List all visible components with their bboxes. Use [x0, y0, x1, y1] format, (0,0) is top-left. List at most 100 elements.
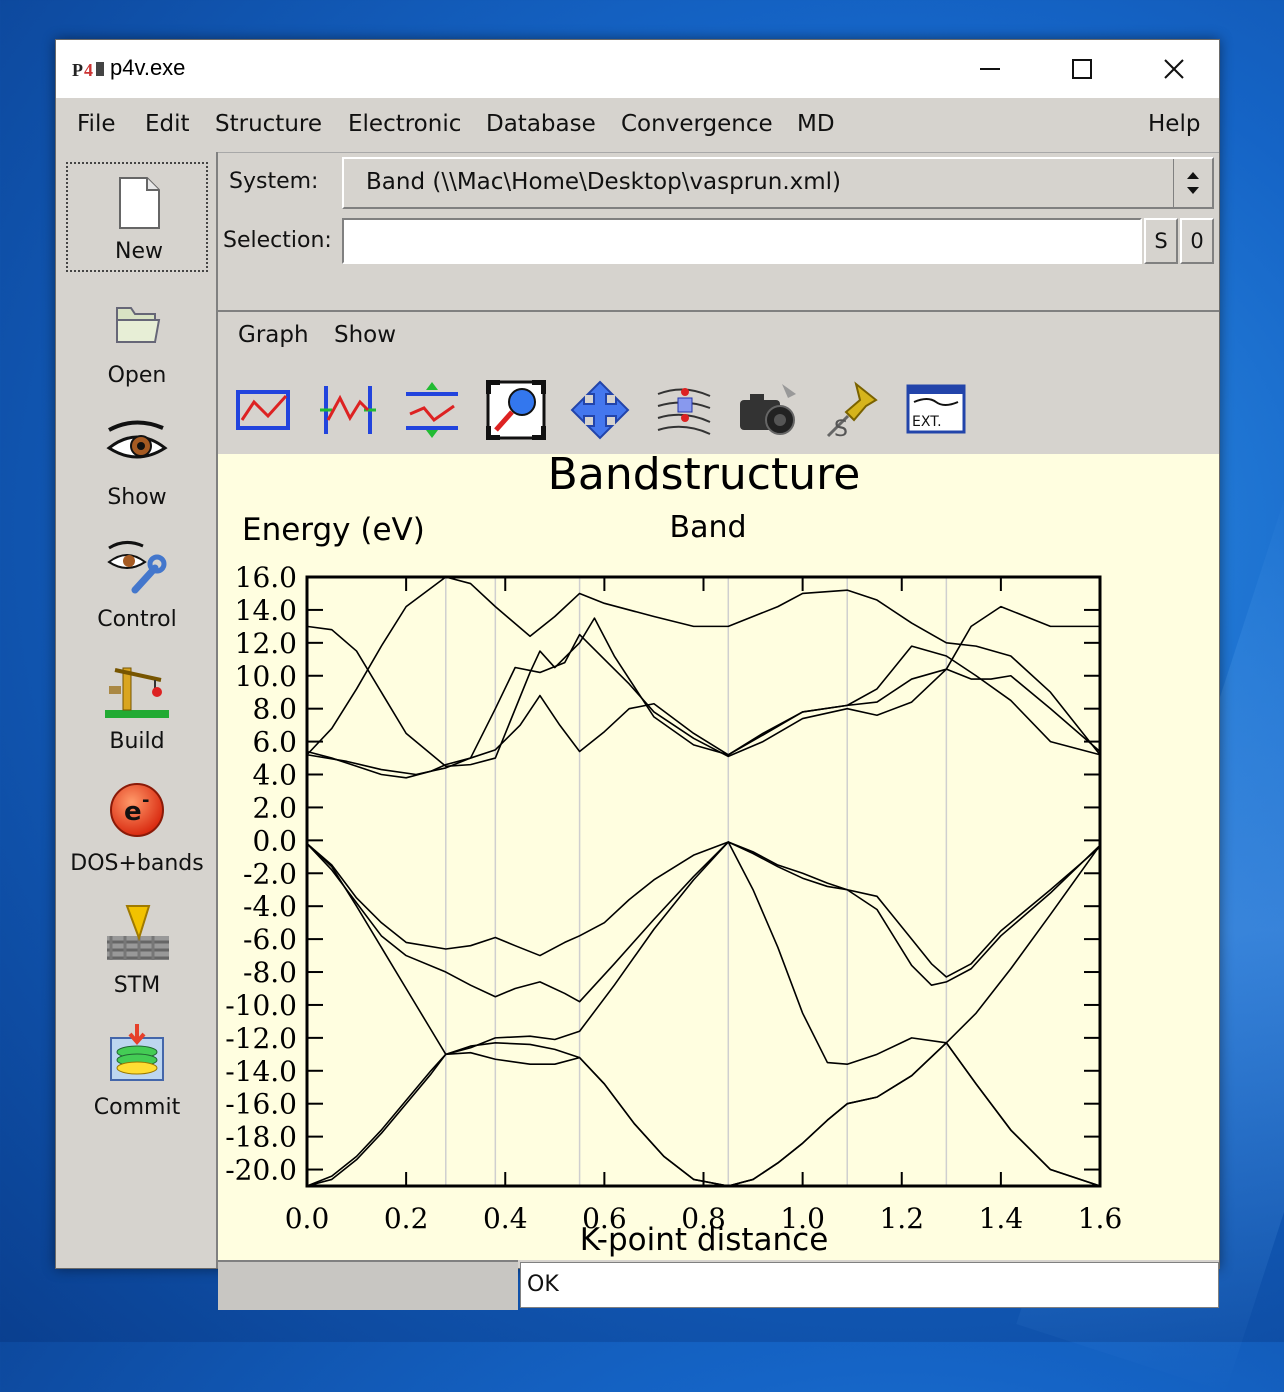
axis-ticks: [306, 576, 1101, 1186]
y-tick-label: -10.0: [225, 989, 297, 1022]
database-commit-icon: [110, 1024, 164, 1081]
level-selector-icon[interactable]: [654, 380, 714, 440]
x-tick-label: 0.8: [681, 1202, 726, 1235]
menu-database[interactable]: Database: [486, 111, 596, 137]
sidebar-item-label: DOS+bands: [70, 851, 204, 876]
menu-edit[interactable]: Edit: [145, 111, 190, 137]
y-tick-label: 2.0: [252, 791, 297, 824]
y-axis-label: Energy (eV): [242, 512, 425, 548]
crane-icon: [105, 667, 169, 718]
graph-frame-icon[interactable]: [234, 380, 294, 440]
menu-structure[interactable]: Structure: [215, 111, 322, 137]
svg-text:e: e: [124, 797, 142, 827]
band-series-group: [306, 576, 1101, 1187]
sidebar-item-build[interactable]: Build: [66, 650, 208, 760]
sidebar-item-label: New: [115, 239, 163, 264]
selection-s-button[interactable]: S: [1144, 218, 1178, 264]
maximize-button[interactable]: [1036, 40, 1128, 98]
close-icon: [1164, 59, 1184, 79]
svg-text:S: S: [834, 417, 848, 440]
maximize-icon: [1072, 59, 1092, 79]
menu-electronic[interactable]: Electronic: [348, 111, 462, 137]
y-tick-label: 4.0: [252, 759, 297, 792]
menu-md[interactable]: MD: [797, 111, 835, 137]
title-bar[interactable]: P 4 p4v.exe: [56, 40, 1219, 98]
chart-subtitle: Band: [669, 510, 746, 545]
y-tick-label: -2.0: [243, 857, 297, 890]
band-line-4: [306, 645, 1101, 776]
sidebar-item-new[interactable]: New: [66, 162, 208, 272]
left-toolbar: New Open Show: [56, 152, 218, 1268]
band-line-7: [306, 841, 1101, 1066]
sidebar-item-control[interactable]: Control: [66, 528, 208, 638]
system-select[interactable]: Band (\\Mac\Home\Desktop\vasprun.xml): [342, 157, 1214, 209]
y-tick-label: 10.0: [235, 660, 297, 693]
stm-tip-icon: [107, 905, 169, 960]
sidebar-item-label: Show: [107, 485, 167, 510]
menu-convergence[interactable]: Convergence: [621, 111, 773, 137]
x-tick-label: 0.2: [384, 1202, 429, 1235]
status-left-panel: [218, 1260, 518, 1310]
main-pane: System: Band (\\Mac\Home\Desktop\vasprun…: [218, 152, 1219, 1310]
svg-text:4: 4: [84, 60, 93, 80]
svg-text:P: P: [72, 60, 83, 80]
menu-show[interactable]: Show: [334, 322, 397, 348]
ext-window-icon[interactable]: EXT.: [906, 380, 966, 440]
x-tick-label: 0.4: [483, 1202, 528, 1235]
y-tick-label: 0.0: [252, 824, 297, 857]
y-tick-label: -12.0: [225, 1022, 297, 1055]
y-tick-label: -4.0: [243, 890, 297, 923]
y-tick-label: -18.0: [225, 1121, 297, 1154]
system-value: Band (\\Mac\Home\Desktop\vasprun.xml): [366, 169, 842, 195]
x-tick-label: 1.2: [879, 1202, 924, 1235]
sidebar-item-open[interactable]: Open: [66, 284, 208, 394]
graph-menu-bar: Graph Show: [218, 310, 1219, 366]
band-shift-icon[interactable]: [402, 380, 462, 440]
band-chart-svg[interactable]: 16.014.012.010.08.06.04.02.00.0-2.0-4.0-…: [218, 449, 1219, 1260]
close-button[interactable]: [1128, 40, 1220, 98]
y-tick-label: 12.0: [235, 627, 297, 660]
band-markers-icon[interactable]: [318, 380, 378, 440]
menu-graph[interactable]: Graph: [238, 322, 309, 348]
selection-zero-button[interactable]: 0: [1180, 218, 1214, 264]
x-tick-label: 1.0: [780, 1202, 825, 1235]
y-tick-label: -8.0: [243, 956, 297, 989]
status-text: OK: [527, 1272, 559, 1297]
band-line-2: [306, 617, 1101, 768]
sidebar-item-dos-bands[interactable]: e - DOS+bands: [66, 772, 208, 882]
window-title: p4v.exe: [110, 55, 186, 80]
graph-toolbar: S EXT.: [218, 362, 1219, 456]
system-spinner[interactable]: [1173, 159, 1212, 207]
sidebar-item-stm[interactable]: STM: [66, 894, 208, 1004]
zoom-magnifier-icon[interactable]: [486, 380, 546, 440]
band-line-6: [306, 841, 1101, 1003]
band-structure-plot[interactable]: 16.0 14.0 12.0 10.0 8.0 6.0 4.0 2.0 0.0 -2.0 -4.0-…: [218, 449, 1219, 1260]
sidebar-item-commit[interactable]: Commit: [66, 1016, 208, 1126]
x-tick-label: 0.6: [582, 1202, 627, 1235]
y-tick-label: 14.0: [235, 594, 297, 627]
x-tick-label: 0.0: [285, 1202, 330, 1235]
app-window: P 4 p4v.exe File Edit Structure Electron…: [55, 39, 1220, 1310]
sidebar-item-label: Control: [97, 607, 177, 632]
system-label: System:: [229, 169, 319, 194]
eye-wrench-icon: [107, 541, 167, 594]
y-tick-label: 8.0: [252, 693, 297, 726]
selection-input[interactable]: [342, 218, 1142, 264]
sidebar-item-label: Open: [107, 363, 167, 388]
new-document-icon: [119, 177, 160, 229]
sidebar-item-show[interactable]: Show: [66, 406, 208, 516]
band-line-8: [306, 1042, 1101, 1187]
p4v-app-icon: P 4: [72, 60, 104, 80]
minimize-button[interactable]: [944, 40, 1036, 98]
sidebar-item-label: Build: [109, 729, 165, 754]
menu-file[interactable]: File: [77, 111, 116, 137]
band-line-9: [306, 1042, 1101, 1187]
x-tick-label: 1.4: [979, 1202, 1024, 1235]
camera-icon[interactable]: [738, 380, 798, 440]
y-tick-label: -6.0: [243, 923, 297, 956]
pushpin-icon[interactable]: S: [822, 380, 882, 440]
up-down-arrows-icon: [1187, 172, 1199, 194]
menu-help[interactable]: Help: [1148, 111, 1201, 137]
y-tick-label: 16.0: [235, 561, 297, 594]
pan-arrows-icon[interactable]: [570, 380, 630, 440]
